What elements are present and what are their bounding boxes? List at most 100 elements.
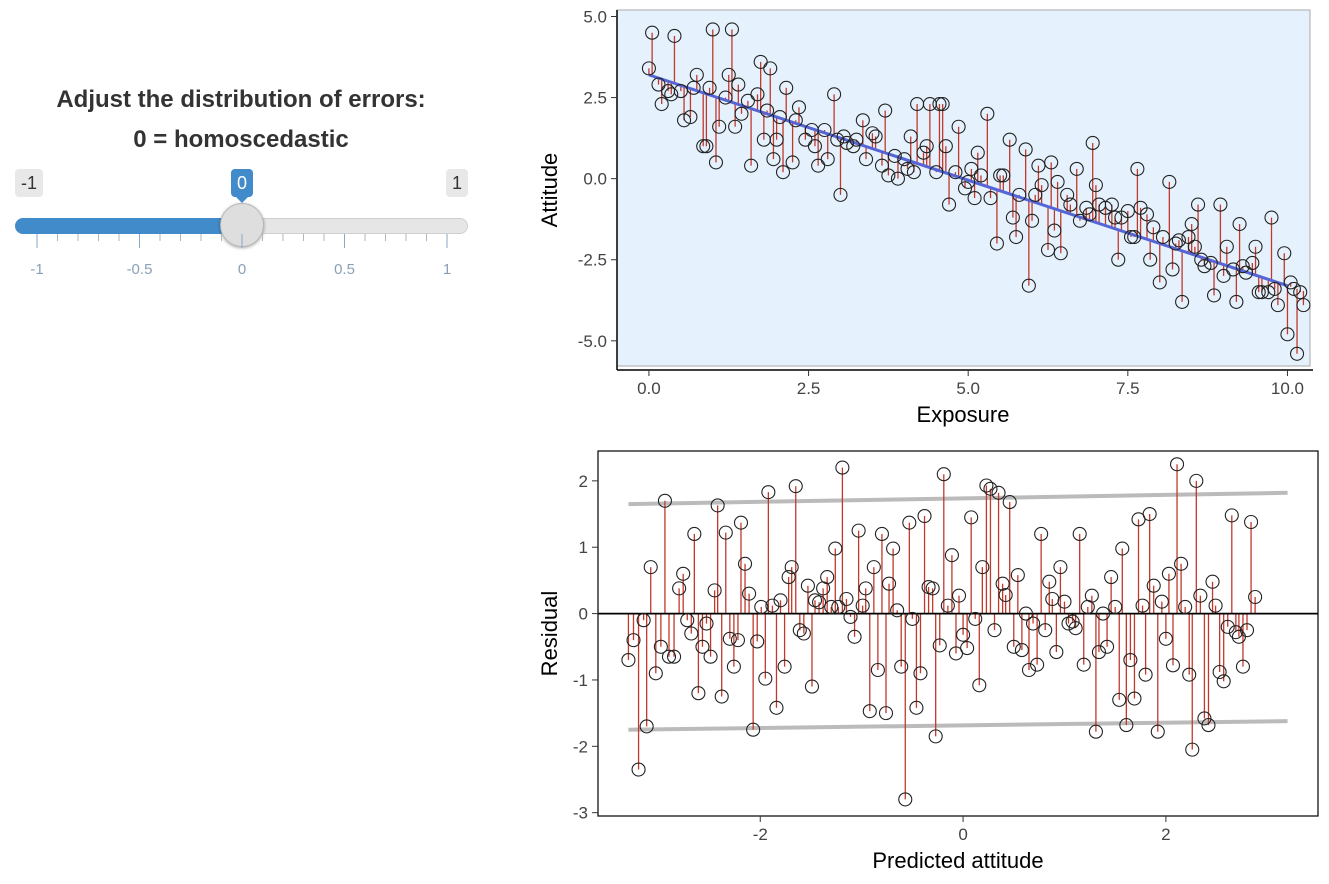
data-point	[777, 659, 792, 674]
data-point	[957, 181, 973, 196]
data-point	[1025, 616, 1041, 631]
x-tick-label: 7.5	[1116, 379, 1140, 398]
data-point	[1270, 298, 1285, 313]
slider-max-badge: 1	[446, 169, 469, 197]
data-point	[898, 792, 913, 807]
data-point	[680, 613, 695, 628]
data-point	[754, 599, 769, 615]
data-point	[731, 77, 746, 92]
data-point	[964, 161, 979, 176]
data-point	[653, 639, 668, 654]
data-point	[1174, 556, 1189, 571]
data-point	[970, 145, 985, 160]
data-point	[1155, 229, 1170, 245]
data-point	[648, 666, 663, 681]
data-point	[890, 171, 906, 186]
data-point	[726, 659, 741, 674]
data-point	[772, 109, 787, 125]
data-point	[800, 578, 815, 593]
data-point	[1261, 285, 1276, 300]
data-point	[1018, 606, 1033, 621]
data-point	[1040, 242, 1056, 258]
data-point	[1112, 692, 1127, 707]
data-point	[769, 132, 784, 147]
data-point	[1146, 578, 1161, 593]
data-point	[641, 61, 656, 76]
y-tick-label: -1	[573, 671, 588, 690]
data-point	[902, 515, 917, 530]
data-point	[881, 168, 896, 183]
data-point	[917, 508, 932, 524]
data-point	[833, 187, 848, 202]
data-point	[1154, 594, 1169, 609]
data-point	[750, 634, 765, 649]
data-point	[712, 119, 727, 134]
data-point	[621, 652, 636, 668]
attitude-plot-panel	[616, 9, 1311, 367]
data-point	[862, 704, 877, 719]
control-label: Adjust the distribution of errors: 0 = h…	[0, 80, 482, 160]
data-point	[1127, 229, 1142, 245]
data-point	[1286, 281, 1301, 296]
data-point	[1189, 473, 1204, 488]
data-point	[1152, 275, 1167, 290]
data-point	[980, 106, 995, 121]
data-point	[951, 588, 967, 603]
slider-tick-label: -0.5	[127, 261, 153, 278]
data-point	[1150, 724, 1165, 739]
data-point	[948, 165, 963, 180]
data-point	[991, 485, 1006, 500]
data-point	[684, 626, 699, 641]
data-point	[855, 113, 870, 128]
data-point	[1005, 210, 1020, 225]
data-point	[676, 113, 692, 128]
data-point	[779, 80, 794, 95]
data-point	[941, 197, 957, 212]
data-point	[1053, 560, 1068, 575]
data-point	[1123, 229, 1139, 245]
data-point	[1212, 664, 1227, 680]
data-point	[847, 629, 862, 644]
y-axis-title: Residual	[537, 591, 562, 677]
data-point	[1135, 598, 1150, 613]
data-point	[1108, 210, 1123, 225]
data-point	[820, 570, 835, 585]
data-point	[929, 165, 944, 180]
data-point	[1216, 268, 1231, 283]
data-point	[1182, 667, 1197, 682]
data-point	[1047, 223, 1062, 238]
slider-tick-label: -1	[30, 261, 43, 278]
data-point	[676, 566, 691, 581]
data-point	[1248, 589, 1263, 605]
data-point	[1002, 495, 1017, 510]
data-point	[1228, 625, 1243, 640]
data-point	[773, 593, 788, 608]
data-point	[699, 139, 714, 154]
data-point	[657, 493, 672, 508]
data-point	[1100, 639, 1115, 654]
data-point	[1184, 217, 1199, 232]
data-point	[1206, 288, 1222, 303]
data-point	[1220, 619, 1235, 634]
data-point	[868, 129, 883, 144]
data-point	[1024, 213, 1040, 228]
y-tick-label: 0	[579, 605, 588, 624]
data-point	[886, 541, 901, 556]
data-point	[1130, 161, 1145, 176]
data-point	[846, 139, 861, 154]
data-point	[753, 54, 768, 69]
data-point	[989, 236, 1004, 251]
data-point	[851, 523, 866, 538]
data-point	[651, 77, 666, 92]
data-point	[1235, 259, 1250, 274]
data-point	[960, 641, 975, 656]
data-point	[1050, 174, 1065, 189]
data-point	[956, 627, 971, 642]
data-point	[705, 22, 720, 37]
data-point	[1127, 691, 1142, 706]
data-point	[744, 158, 759, 173]
data-point	[1030, 657, 1045, 672]
data-point	[1245, 255, 1260, 271]
data-point	[1018, 142, 1033, 157]
